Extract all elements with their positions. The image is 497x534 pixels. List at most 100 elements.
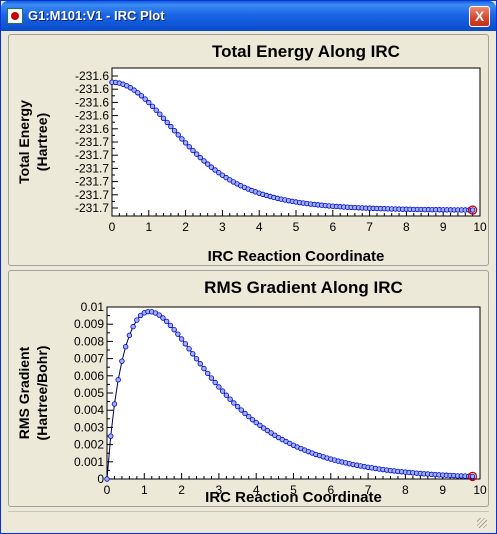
y-tick-label: -231.6 [75, 122, 109, 136]
x-tick-label: 10 [473, 220, 487, 234]
chart-title: Total Energy Along IRC [212, 42, 400, 61]
data-point [201, 365, 207, 372]
data-point [219, 172, 226, 178]
data-point [234, 403, 241, 410]
data-point [223, 392, 230, 398]
data-point [219, 388, 226, 394]
data-point [216, 169, 222, 176]
x-tick-label: 1 [145, 220, 152, 234]
y-tick-label: 0.008 [74, 334, 104, 348]
y-tick-label: 0.007 [74, 352, 104, 366]
title-bar[interactable]: G1:M101:V1 - IRC Plot X [1, 1, 496, 31]
y-tick-label: -231.7 [75, 135, 109, 149]
x-tick-label: 1 [141, 483, 148, 497]
energy-chart-panel: Total Energy Along IRC 0 1 2 3 4 5 6 7 8 9 10 -231.6… [8, 34, 489, 266]
data-point [175, 132, 181, 138]
data-point [186, 144, 192, 150]
data-point [212, 167, 218, 173]
y-tick-label: -231.6 [75, 109, 109, 123]
y-tick-label: -231.7 [75, 175, 109, 189]
y-tick-label: 0.002 [74, 438, 104, 452]
resize-grip-icon[interactable] [477, 518, 487, 528]
data-point [238, 407, 244, 413]
data-point [104, 476, 110, 482]
y-tick-label: 0.009 [74, 317, 104, 331]
x-tick-label: 8 [402, 483, 409, 497]
x-tick-label: 6 [329, 220, 336, 234]
x-axis-label: IRC Reaction Coordinate [205, 489, 382, 506]
data-point [175, 331, 181, 337]
data-point [469, 473, 476, 480]
y-tick-label: -231.6 [75, 95, 109, 109]
data-point [246, 413, 252, 420]
data-point [264, 427, 271, 434]
data-point [212, 379, 218, 386]
data-point [205, 370, 211, 377]
y-tick-label: 0.003 [74, 420, 104, 434]
data-point [168, 123, 174, 130]
data-point [208, 164, 215, 170]
data-point [249, 416, 256, 423]
y-tick-label: 0.01 [81, 300, 105, 314]
y-tick-label: -231.7 [75, 188, 109, 202]
data-point [157, 111, 163, 117]
data-point [126, 332, 133, 339]
data-point [160, 315, 166, 321]
data-point [227, 396, 233, 402]
data-point [182, 140, 189, 146]
close-button[interactable]: X [469, 6, 490, 27]
data-point [149, 103, 156, 110]
data-point [197, 361, 203, 367]
gradient-chart-panel: RMS Gradient Along IRC 0 1 2 3 4 5 6 7 8 9 10 0 0.001… [8, 270, 489, 507]
x-tick-label: 10 [473, 483, 487, 497]
window-title: G1:M101:V1 - IRC Plot [28, 8, 165, 23]
data-point [260, 425, 267, 431]
x-tick-label: 0 [104, 483, 111, 497]
y-tick-label: 0.001 [74, 455, 104, 469]
data-point [268, 430, 274, 436]
y-tick-label: -231.6 [75, 82, 109, 96]
plot-area [111, 67, 481, 217]
data-point [204, 161, 211, 167]
x-tick-label: 0 [109, 220, 116, 234]
energy-chart: Total Energy Along IRC 0 1 2 3 4 5 6 7 8 9 10 -231.6… [16, 42, 487, 265]
data-point [216, 384, 222, 390]
data-point [146, 99, 152, 106]
chart-title: RMS Gradient Along IRC [204, 278, 403, 297]
data-point [257, 422, 263, 429]
data-point [253, 419, 259, 426]
data-point [179, 136, 185, 142]
data-point [193, 356, 200, 362]
data-point [138, 93, 145, 99]
x-tick-label: 5 [293, 220, 300, 234]
data-point [119, 358, 125, 364]
client-area: Total Energy Along IRC 0 1 2 3 4 5 6 7 8 9 10 -231.6… [5, 31, 492, 531]
plot-area [106, 306, 481, 480]
data-point [171, 327, 177, 333]
x-tick-label: 6 [327, 483, 334, 497]
y-tick-label: 0 [97, 472, 104, 486]
y-tick-label: -231.7 [75, 201, 109, 215]
selected-point-marker [467, 205, 478, 215]
data-point [193, 151, 200, 157]
data-point [190, 147, 196, 154]
data-point [197, 154, 204, 161]
data-point [178, 336, 185, 342]
x-tick-label: 2 [178, 483, 185, 497]
data-point [163, 318, 170, 325]
data-point [111, 401, 118, 407]
data-point [171, 128, 178, 134]
x-tick-label: 5 [290, 483, 297, 497]
y-tick-label: 0.005 [74, 386, 104, 400]
y-tick-label: 0.004 [74, 403, 104, 417]
status-bar [8, 511, 489, 530]
data-point [201, 158, 207, 164]
y-tick-label: 0.006 [74, 369, 104, 383]
y-tick-label: -231.7 [75, 148, 109, 162]
y-axis-label-line1: RMS Gradient [16, 346, 32, 439]
y-axis-label-line2: (Hartree) [34, 113, 50, 171]
x-tick-label: 7 [365, 483, 372, 497]
data-point [469, 207, 476, 213]
